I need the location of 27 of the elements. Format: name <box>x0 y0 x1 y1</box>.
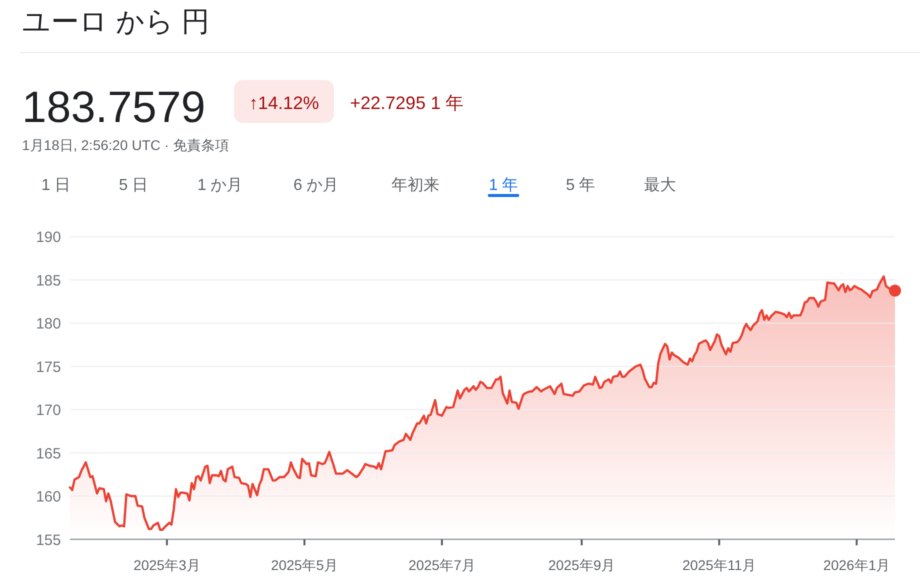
text: 6 か月 <box>293 177 339 194</box>
y-tick-label: 160 <box>36 488 61 506</box>
x-tick-label: 2025年5月 <box>270 557 338 573</box>
x-tick-label: 2025年3月 <box>133 557 200 573</box>
x-tick-label: 2026年1月 <box>823 557 890 573</box>
text: 1 日 <box>41 177 71 194</box>
text: 183.7579 <box>22 83 206 132</box>
text: 1月18日, 2:56:20 UTC · 免責条項 <box>22 137 229 153</box>
x-tick-label: 2025年9月 <box>548 557 616 573</box>
text: 5 年 <box>566 177 596 194</box>
text: 最大 <box>644 176 676 194</box>
text: +22.7295 1 年 <box>350 93 464 113</box>
y-tick-label: 165 <box>36 445 61 462</box>
y-tick-label: 185 <box>36 272 61 290</box>
x-tick-label: 2025年11月 <box>682 557 756 573</box>
text: ↑14.12% <box>248 93 320 113</box>
x-tick-label: 2025年7月 <box>408 557 476 573</box>
text: 1 か月 <box>197 177 243 194</box>
y-tick-label: 180 <box>36 316 61 333</box>
tab: 1 年 <box>488 177 520 197</box>
chart-title: ユーロ から 円 <box>22 6 210 37</box>
y-tick-label: 190 <box>36 229 61 246</box>
y-tick-label: 155 <box>36 532 61 549</box>
y-tick-label: 170 <box>36 402 61 420</box>
y-tick-label: 175 <box>36 358 61 376</box>
text: 5 日 <box>118 177 148 194</box>
text: 年初来 <box>392 176 440 194</box>
